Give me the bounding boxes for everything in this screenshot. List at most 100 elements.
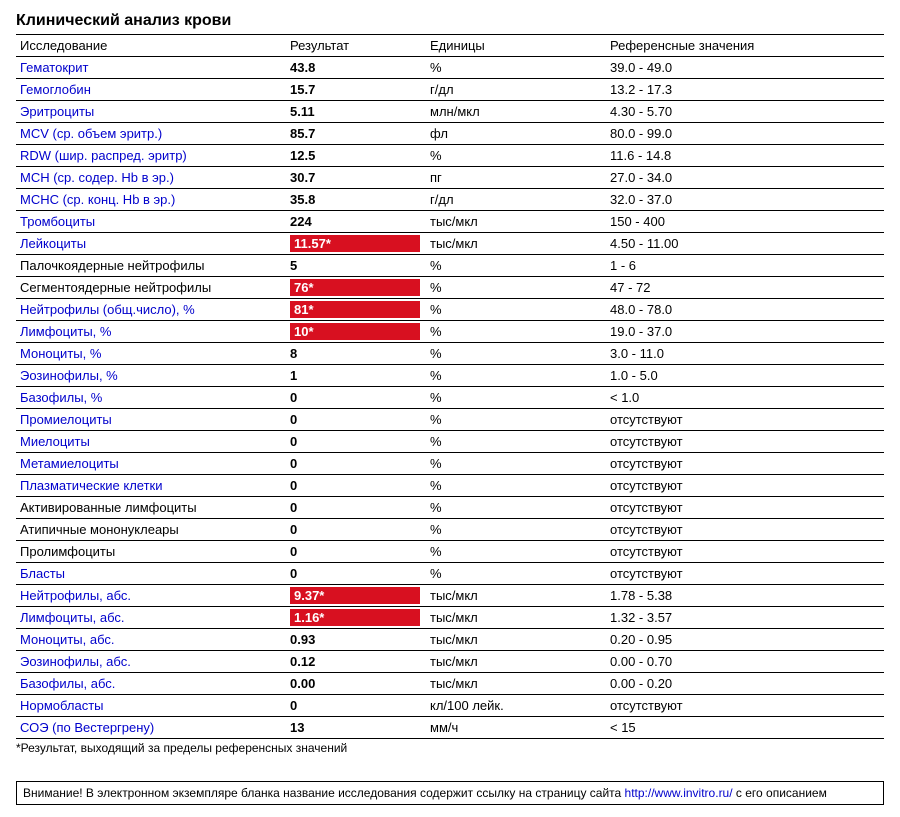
test-name-cell: Пролимфоциты — [16, 541, 286, 563]
unit-cell: тыс/мкл — [426, 673, 606, 695]
test-link[interactable]: Промиелоциты — [20, 412, 112, 427]
test-link[interactable]: Эозинофилы, абс. — [20, 654, 131, 669]
test-name-cell: Эозинофилы, абс. — [16, 651, 286, 673]
result-cell: 1 — [286, 365, 426, 387]
test-name-cell: СОЭ (по Вестергрену) — [16, 717, 286, 739]
test-link[interactable]: RDW (шир. распред. эритр) — [20, 148, 187, 163]
unit-cell: % — [426, 299, 606, 321]
reference-cell: 80.0 - 99.0 — [606, 123, 884, 145]
table-row: MCV (ср. объем эритр.)85.7фл80.0 - 99.0 — [16, 123, 884, 145]
reference-cell: < 15 — [606, 717, 884, 739]
reference-cell: отсутствуют — [606, 475, 884, 497]
reference-cell: отсутствуют — [606, 519, 884, 541]
test-name-cell: MCHC (ср. конц. Hb в эр.) — [16, 189, 286, 211]
test-name-cell: Лимфоциты, абс. — [16, 607, 286, 629]
test-link[interactable]: Лимфоциты, % — [20, 324, 111, 339]
test-link[interactable]: Базофилы, % — [20, 390, 102, 405]
reference-cell: отсутствуют — [606, 695, 884, 717]
result-cell: 0.93 — [286, 629, 426, 651]
unit-cell: тыс/мкл — [426, 211, 606, 233]
test-link[interactable]: Бласты — [20, 566, 65, 581]
unit-cell: млн/мкл — [426, 101, 606, 123]
test-link[interactable]: Метамиелоциты — [20, 456, 119, 471]
reference-cell: 39.0 - 49.0 — [606, 57, 884, 79]
table-row: Метамиелоциты0%отсутствуют — [16, 453, 884, 475]
test-link[interactable]: Нейтрофилы (общ.число), % — [20, 302, 195, 317]
test-link[interactable]: Эозинофилы, % — [20, 368, 118, 383]
test-name-cell: Моноциты, % — [16, 343, 286, 365]
test-link[interactable]: СОЭ (по Вестергрену) — [20, 720, 154, 735]
result-value: 35.8 — [290, 192, 315, 207]
flagged-result: 76* — [290, 279, 420, 296]
test-link[interactable]: Моноциты, % — [20, 346, 101, 361]
table-row: Сегментоядерные нейтрофилы76*%47 - 72 — [16, 277, 884, 299]
test-link[interactable]: Лимфоциты, абс. — [20, 610, 125, 625]
header-ref: Референсные значения — [606, 35, 884, 57]
unit-cell: % — [426, 277, 606, 299]
table-row: Лимфоциты, %10*%19.0 - 37.0 — [16, 321, 884, 343]
test-name-cell: Базофилы, % — [16, 387, 286, 409]
result-value: 5.11 — [290, 104, 315, 119]
result-value: 0 — [290, 566, 297, 581]
unit-cell: % — [426, 453, 606, 475]
table-row: RDW (шир. распред. эритр)12.5%11.6 - 14.… — [16, 145, 884, 167]
test-name-cell: Гематокрит — [16, 57, 286, 79]
reference-cell: 19.0 - 37.0 — [606, 321, 884, 343]
test-link[interactable]: Моноциты, абс. — [20, 632, 115, 647]
test-link[interactable]: MCH (ср. содер. Hb в эр.) — [20, 170, 174, 185]
test-name: Сегментоядерные нейтрофилы — [20, 280, 211, 295]
test-link[interactable]: Эритроциты — [20, 104, 94, 119]
result-cell: 15.7 — [286, 79, 426, 101]
test-link[interactable]: Тромбоциты — [20, 214, 95, 229]
test-link[interactable]: Базофилы, абс. — [20, 676, 115, 691]
test-name-cell: Эозинофилы, % — [16, 365, 286, 387]
test-link[interactable]: Гематокрит — [20, 60, 88, 75]
attention-box: Внимание! В электронном экземпляре бланк… — [16, 781, 884, 805]
test-link[interactable]: Нормобласты — [20, 698, 104, 713]
test-link[interactable]: Нейтрофилы, абс. — [20, 588, 131, 603]
reference-cell: 4.50 - 11.00 — [606, 233, 884, 255]
result-value: 224 — [290, 214, 312, 229]
test-name-cell: Гемоглобин — [16, 79, 286, 101]
table-row: Эозинофилы, %1%1.0 - 5.0 — [16, 365, 884, 387]
header-test: Исследование — [16, 35, 286, 57]
table-row: Эозинофилы, абс.0.12тыс/мкл0.00 - 0.70 — [16, 651, 884, 673]
test-link[interactable]: Миелоциты — [20, 434, 90, 449]
unit-cell: % — [426, 343, 606, 365]
result-cell: 35.8 — [286, 189, 426, 211]
test-name-cell: Палочкоядерные нейтрофилы — [16, 255, 286, 277]
header-unit: Единицы — [426, 35, 606, 57]
table-row: Тромбоциты224тыс/мкл150 - 400 — [16, 211, 884, 233]
result-cell: 43.8 — [286, 57, 426, 79]
test-name-cell: Нормобласты — [16, 695, 286, 717]
unit-cell: тыс/мкл — [426, 651, 606, 673]
result-value: 0 — [290, 478, 297, 493]
unit-cell: % — [426, 409, 606, 431]
test-link[interactable]: Гемоглобин — [20, 82, 91, 97]
result-value: 5 — [290, 258, 297, 273]
result-cell: 0 — [286, 453, 426, 475]
test-link[interactable]: Лейкоциты — [20, 236, 86, 251]
test-link[interactable]: Плазматические клетки — [20, 478, 163, 493]
test-name: Активированные лимфоциты — [20, 500, 197, 515]
test-link[interactable]: MCV (ср. объем эритр.) — [20, 126, 162, 141]
test-name-cell: Атипичные мононуклеары — [16, 519, 286, 541]
result-value: 30.7 — [290, 170, 315, 185]
header-row: Исследование Результат Единицы Референсн… — [16, 35, 884, 57]
reference-cell: 1.0 - 5.0 — [606, 365, 884, 387]
flagged-result: 10* — [290, 323, 420, 340]
test-name-cell: Сегментоядерные нейтрофилы — [16, 277, 286, 299]
attention-link[interactable]: http://www.invitro.ru/ — [625, 786, 733, 800]
table-row: Лимфоциты, абс.1.16*тыс/мкл1.32 - 3.57 — [16, 607, 884, 629]
unit-cell: фл — [426, 123, 606, 145]
result-cell: 11.57* — [286, 233, 426, 255]
table-row: Плазматические клетки0%отсутствуют — [16, 475, 884, 497]
test-name-cell: MCH (ср. содер. Hb в эр.) — [16, 167, 286, 189]
unit-cell: % — [426, 431, 606, 453]
result-cell: 0 — [286, 563, 426, 585]
unit-cell: кл/100 лейк. — [426, 695, 606, 717]
result-cell: 0.12 — [286, 651, 426, 673]
table-row: Базофилы, абс.0.00тыс/мкл0.00 - 0.20 — [16, 673, 884, 695]
report-title: Клинический анализ крови — [16, 12, 884, 30]
test-link[interactable]: MCHC (ср. конц. Hb в эр.) — [20, 192, 175, 207]
